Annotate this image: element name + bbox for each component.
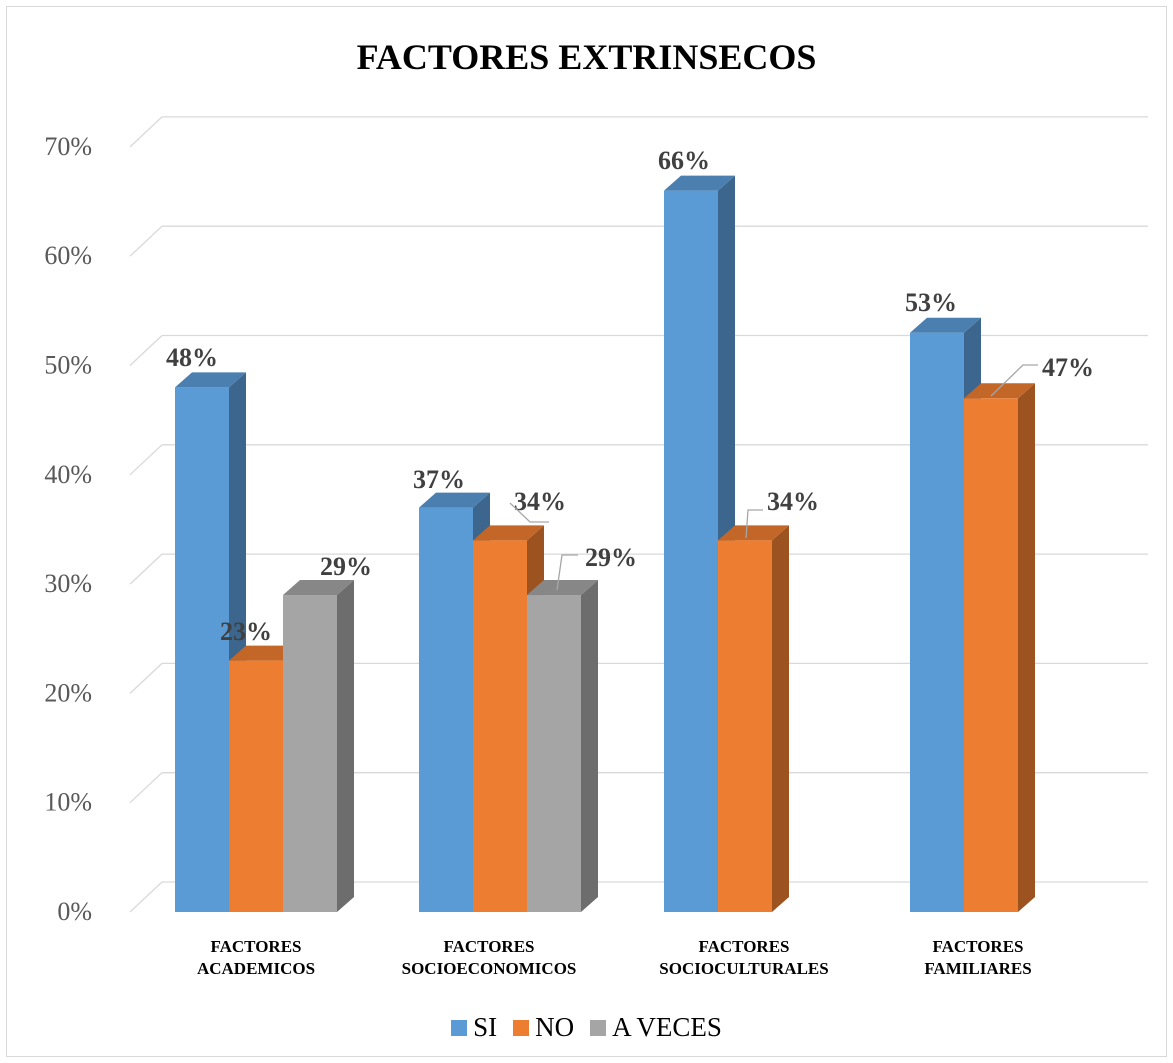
data-label: 34% [514,487,566,516]
data-label: 29% [585,543,637,572]
bar-a-veces [283,595,337,912]
bar-no [964,398,1018,912]
chart-legend: SI NO A VECES [0,1012,1173,1043]
gridline-diagonal [130,336,162,366]
y-tick-label: 70% [44,132,92,161]
data-label: 29% [320,552,372,581]
gridline-diagonal [130,117,162,147]
data-label: 47% [1042,353,1094,382]
x-tick-label: FACTORES [698,937,789,956]
data-label: 66% [658,146,710,175]
legend-swatch-a-veces [590,1020,606,1036]
bar-side-no [772,525,789,912]
legend-item-si: SI [451,1012,497,1043]
bar-si [664,191,718,912]
legend-label-si: SI [473,1012,497,1043]
x-tick-label: FACTORES [932,937,1023,956]
y-tick-label: 40% [44,460,92,489]
y-tick-label: 30% [44,569,92,598]
gridline-diagonal [130,445,162,475]
legend-item-a-veces: A VECES [590,1012,722,1043]
y-tick-label: 20% [44,678,92,707]
bar-side-no [1018,383,1035,912]
y-tick-label: 50% [44,351,92,380]
bar-a-veces [527,595,581,912]
gridline-diagonal [130,554,162,584]
gridline-diagonal [130,226,162,256]
y-tick-label: 0% [57,897,92,926]
legend-swatch-no [513,1020,529,1036]
bar-side-a-veces [581,580,598,912]
gridline-diagonal [130,882,162,912]
x-tick-label: FACTORES [210,937,301,956]
bar-no [718,540,772,912]
bar-si [910,333,964,912]
y-tick-label: 10% [44,788,92,817]
gridline-diagonal [130,773,162,803]
bar-si [175,387,229,912]
x-tick-label: FACTORES [443,937,534,956]
gridline-diagonal [130,663,162,693]
data-label: 37% [413,465,465,494]
bar-no [229,661,283,912]
x-tick-label: SOCIOCULTURALES [659,959,828,978]
bar-si [419,508,473,912]
y-tick-label: 60% [44,241,92,270]
legend-item-no: NO [513,1012,574,1043]
data-label: 34% [767,487,819,516]
x-tick-label: SOCIOECONOMICOS [402,959,577,978]
data-label: 48% [166,343,218,372]
data-label: 53% [905,288,957,317]
x-tick-label: ACADEMICOS [197,959,315,978]
legend-label-no: NO [535,1012,574,1043]
x-tick-label: FAMILIARES [924,959,1031,978]
legend-swatch-si [451,1020,467,1036]
legend-label-a-veces: A VECES [612,1012,722,1043]
bar-side-a-veces [337,580,354,912]
data-label: 23% [220,617,272,646]
bar-no [473,540,527,912]
